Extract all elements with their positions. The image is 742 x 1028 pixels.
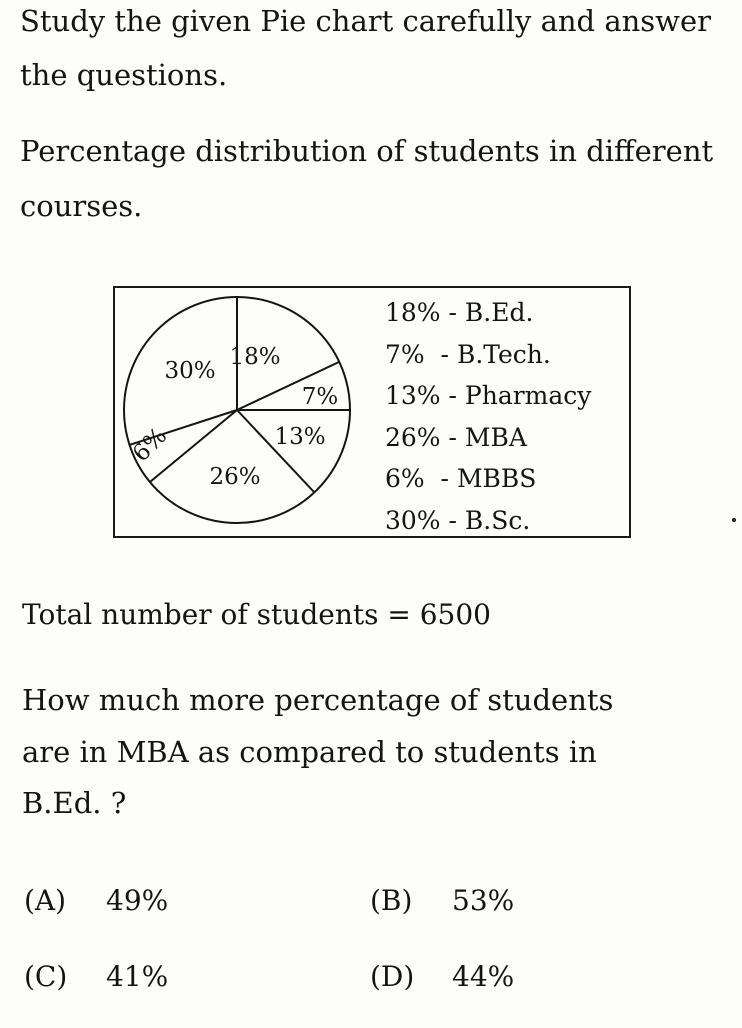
option-value: 49% <box>106 884 169 917</box>
pie-slice-label: 26% <box>209 464 260 490</box>
print-speck <box>732 518 736 522</box>
pie-chart: 18% 7% 13% 26% 6% 30% <box>123 296 351 524</box>
legend-item: 18% - B.Ed. <box>385 298 534 327</box>
pie-slice-boundary <box>149 409 238 483</box>
legend-item: 26% - MBA <box>385 422 527 452</box>
option-c[interactable]: (C) 41% <box>24 960 168 993</box>
legend-item: 6% - MBBS <box>385 464 537 493</box>
chart-caption-line-2: courses. <box>20 189 143 223</box>
option-d[interactable]: (D) 44% <box>370 960 514 993</box>
chart-caption-line-1: Percentage distribution of students in d… <box>20 134 714 168</box>
legend-item: 30% - B.Sc. <box>385 505 531 535</box>
legend-item: 7% - B.Tech. <box>385 339 551 369</box>
option-value: 53% <box>452 884 515 917</box>
option-value: 44% <box>452 960 515 993</box>
legend-item: 13% - Pharmacy <box>385 381 592 410</box>
question-line-3: B.Ed. ? <box>22 786 127 820</box>
pie-chart-box: 18% 7% 13% 26% 6% 30% 18% - B.Ed. 7% - B.Tech… <box>113 286 631 538</box>
pie-slice-label: 6% <box>128 423 172 467</box>
question-line-1: How much more percentage of students <box>22 683 614 717</box>
option-value: 41% <box>106 960 169 993</box>
pie-slice-label: 7% <box>302 384 339 410</box>
option-key: (B) <box>370 884 413 917</box>
intro-line-2: the questions. <box>20 58 228 92</box>
pie-slice-label: 18% <box>229 344 280 370</box>
total-students: Total number of students = 6500 <box>22 598 491 631</box>
option-key: (A) <box>24 884 67 917</box>
option-key: (D) <box>370 960 415 993</box>
pie-slice-label: 13% <box>274 424 325 450</box>
chart-legend: 18% - B.Ed. 7% - B.Tech. 13% - Pharmacy … <box>385 292 591 541</box>
question-line-2: are in MBA as compared to students in <box>22 735 597 769</box>
intro-line-1: Study the given Pie chart carefully and … <box>20 4 712 38</box>
option-a[interactable]: (A) 49% <box>24 884 168 917</box>
pie-slice-boundary <box>236 409 316 494</box>
pie-slice-boundary <box>129 409 238 446</box>
option-key: (C) <box>24 960 68 993</box>
pie-slice-boundary <box>236 360 340 411</box>
pie-slice-label: 30% <box>164 358 215 384</box>
option-b[interactable]: (B) 53% <box>370 884 514 917</box>
